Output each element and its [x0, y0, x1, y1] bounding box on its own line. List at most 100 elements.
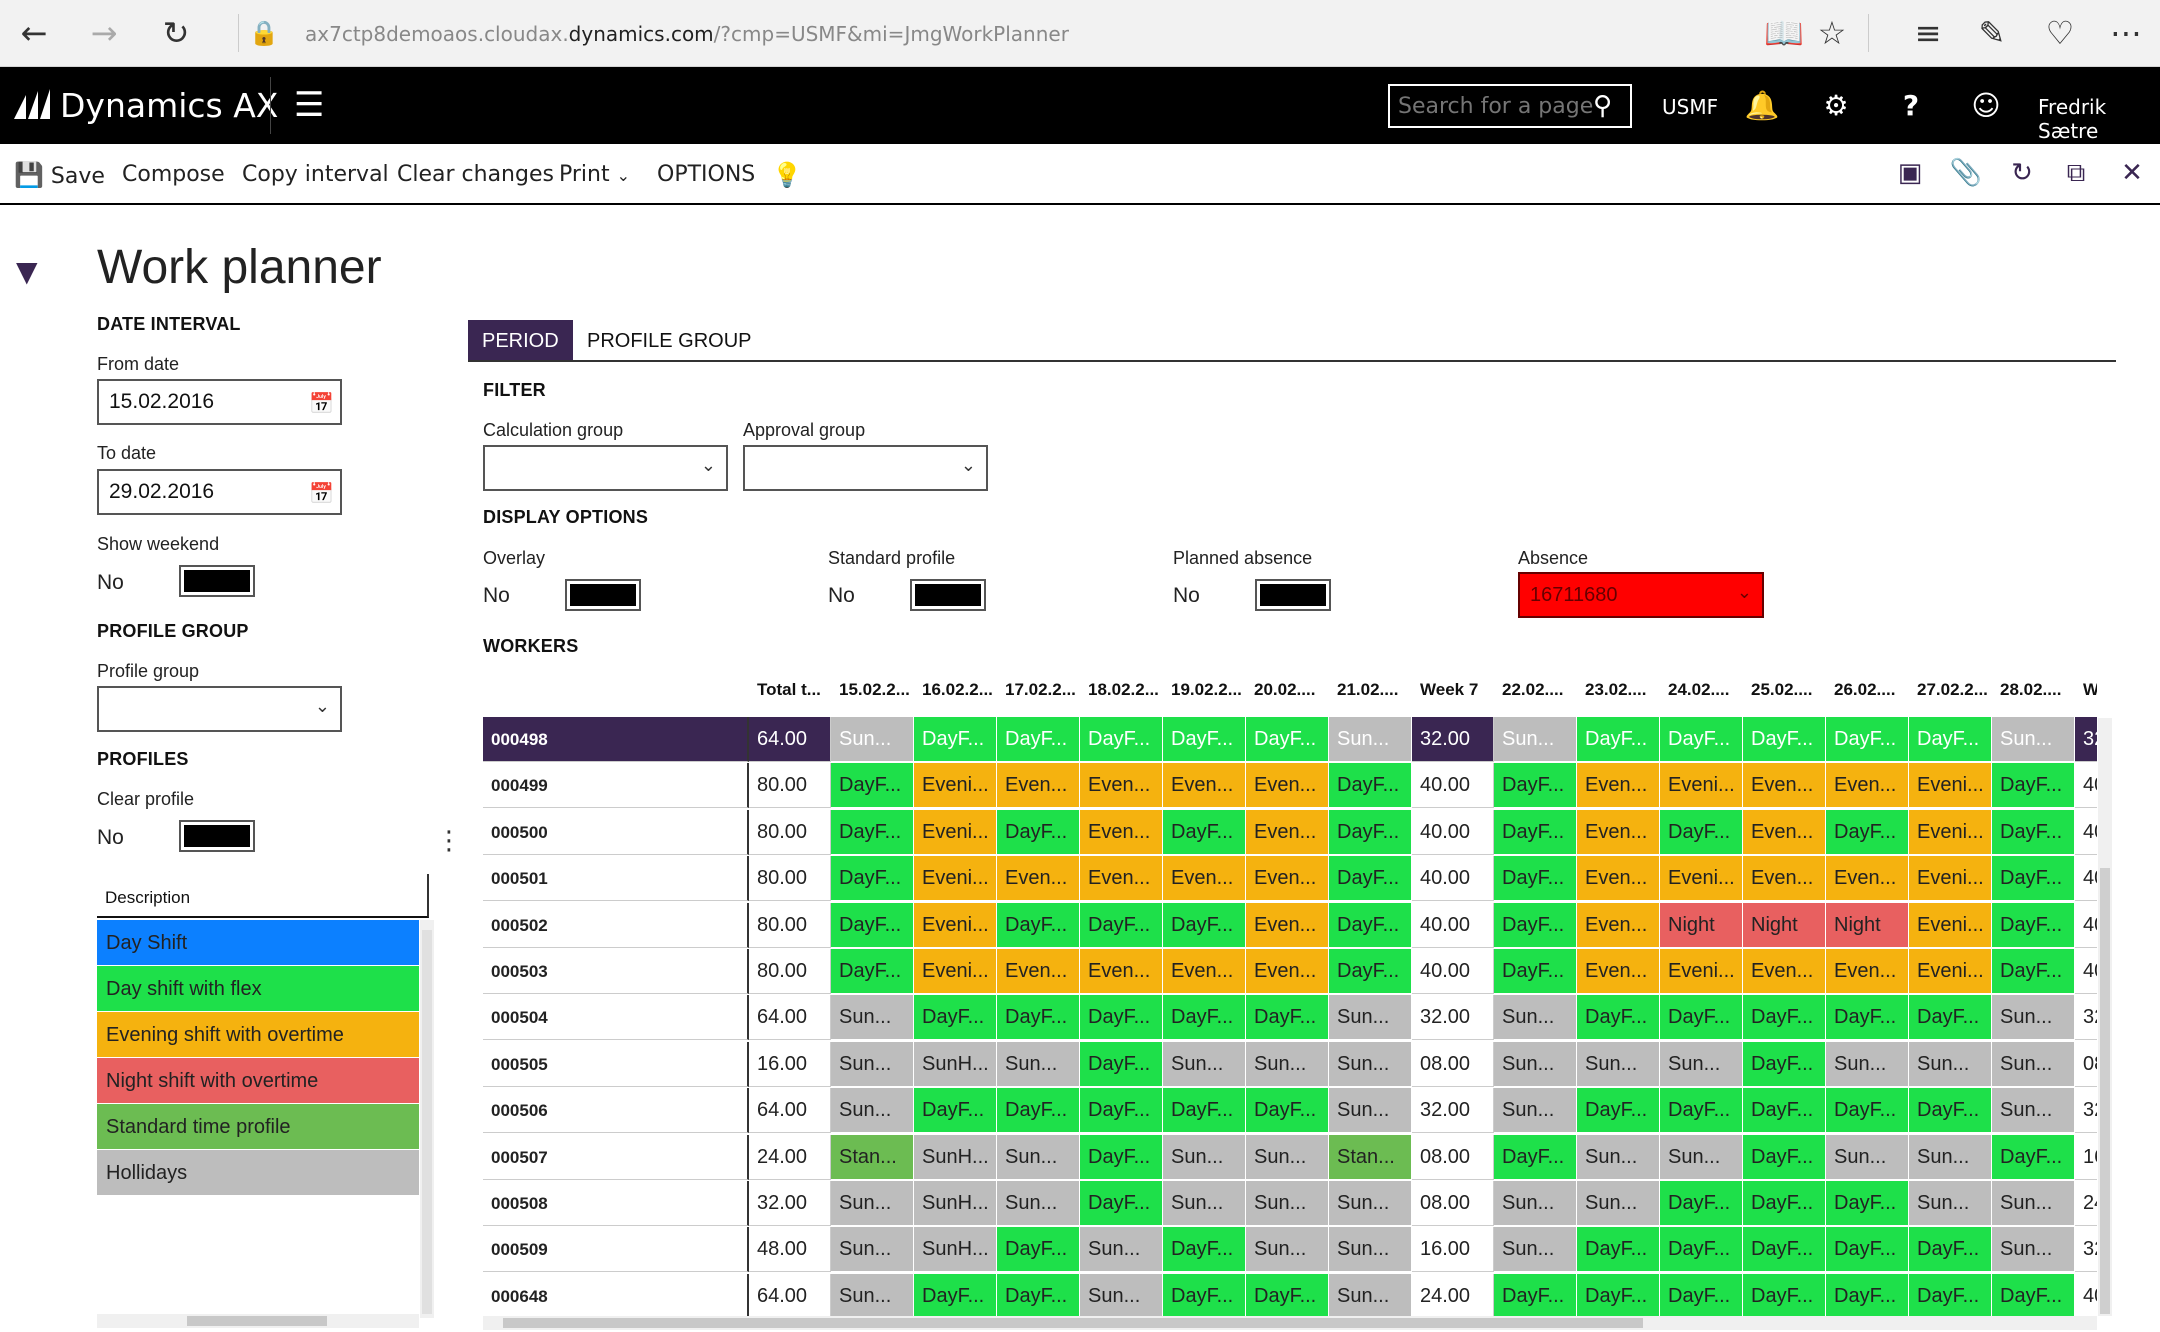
- table-row[interactable]: 000506 64.00 Sun... DayF... DayF... DayF... Da…: [483, 1088, 2097, 1134]
- tab-profile-group[interactable]: PROFILE GROUP: [587, 330, 752, 352]
- day-profile-cell[interactable]: Sun...: [1909, 1181, 1992, 1226]
- day-profile-cell[interactable]: DayF...: [1329, 949, 1412, 994]
- worker-id-cell[interactable]: 000501: [483, 856, 749, 902]
- day-profile-cell[interactable]: DayF...: [1743, 1227, 1826, 1273]
- column-header[interactable]: 25.02....: [1751, 680, 1813, 699]
- day-profile-cell[interactable]: Even...: [1080, 763, 1163, 809]
- day-profile-cell[interactable]: DayF...: [997, 717, 1080, 762]
- day-profile-cell[interactable]: Eveni...: [1909, 856, 1992, 902]
- day-profile-cell[interactable]: Sun...: [1494, 1088, 1577, 1134]
- day-profile-cell[interactable]: DayF...: [914, 1273, 997, 1319]
- day-profile-cell[interactable]: Sun...: [1329, 1181, 1412, 1226]
- profile-list-item[interactable]: Day shift with flex: [97, 966, 419, 1012]
- forward-icon[interactable]: →: [90, 14, 118, 52]
- day-profile-cell[interactable]: Sun...: [1163, 1181, 1246, 1226]
- worker-id-cell[interactable]: 000507: [483, 1134, 749, 1180]
- day-profile-cell[interactable]: DayF...: [1992, 1134, 2075, 1180]
- next-week-total-cell[interactable]: 40: [2075, 949, 2097, 994]
- day-profile-cell[interactable]: DayF...: [1577, 995, 1660, 1041]
- total-time-cell[interactable]: 80.00: [749, 809, 831, 855]
- day-profile-cell[interactable]: SunH...: [914, 1227, 997, 1273]
- worker-id-cell[interactable]: 000502: [483, 902, 749, 948]
- day-profile-cell[interactable]: Sun...: [1992, 995, 2075, 1041]
- day-profile-cell[interactable]: Sun...: [997, 1181, 1080, 1226]
- column-header[interactable]: 24.02....: [1668, 680, 1730, 699]
- day-profile-cell[interactable]: Even...: [1743, 949, 1826, 994]
- day-profile-cell[interactable]: Eveni...: [1909, 763, 1992, 809]
- day-profile-cell[interactable]: DayF...: [1080, 1041, 1163, 1087]
- day-profile-cell[interactable]: Sun...: [1246, 1227, 1329, 1273]
- day-profile-cell[interactable]: DayF...: [1826, 1181, 1909, 1226]
- day-profile-cell[interactable]: Sun...: [1826, 1134, 1909, 1180]
- total-time-cell[interactable]: 64.00: [749, 1088, 831, 1134]
- week-total-cell[interactable]: 40.00: [1412, 949, 1494, 994]
- next-week-total-cell[interactable]: 32: [2075, 1088, 2097, 1134]
- day-profile-cell[interactable]: Sun...: [1909, 1134, 1992, 1180]
- day-profile-cell[interactable]: DayF...: [1080, 1134, 1163, 1180]
- column-header[interactable]: 21.02....: [1337, 680, 1399, 699]
- day-profile-cell[interactable]: Night: [1826, 902, 1909, 948]
- description-column-header[interactable]: Description: [97, 874, 429, 918]
- day-profile-cell[interactable]: DayF...: [1909, 1088, 1992, 1134]
- close-icon[interactable]: ✕: [2121, 158, 2143, 188]
- profiles-horizontal-scrollbar[interactable]: [97, 1314, 419, 1328]
- next-week-total-cell[interactable]: 40: [2075, 1273, 2097, 1319]
- day-profile-cell[interactable]: Sun...: [831, 1181, 914, 1226]
- next-week-total-cell[interactable]: 24: [2075, 1181, 2097, 1226]
- table-row[interactable]: 000499 80.00 DayF... Eveni... Even... Even...…: [483, 763, 2097, 809]
- day-profile-cell[interactable]: DayF...: [1826, 717, 1909, 762]
- day-profile-cell[interactable]: DayF...: [1163, 1227, 1246, 1273]
- day-profile-cell[interactable]: Sun...: [997, 1134, 1080, 1180]
- day-profile-cell[interactable]: Eveni...: [1909, 809, 1992, 855]
- scroll-thumb[interactable]: [503, 1318, 1643, 1328]
- day-profile-cell[interactable]: Eveni...: [914, 949, 997, 994]
- day-profile-cell[interactable]: Sun...: [1329, 1041, 1412, 1087]
- day-profile-cell[interactable]: DayF...: [1329, 809, 1412, 855]
- total-time-cell[interactable]: 80.00: [749, 949, 831, 994]
- column-header[interactable]: 28.02....: [2000, 680, 2062, 699]
- total-time-cell[interactable]: 64.00: [749, 1273, 831, 1319]
- calculation-group-select[interactable]: ⌄: [483, 445, 728, 491]
- next-week-total-cell[interactable]: 40: [2075, 902, 2097, 948]
- day-profile-cell[interactable]: Sun...: [1246, 1181, 1329, 1226]
- planned-absence-toggle[interactable]: [1255, 579, 1331, 611]
- day-profile-cell[interactable]: Sun...: [1826, 1041, 1909, 1087]
- day-profile-cell[interactable]: DayF...: [1743, 1088, 1826, 1134]
- day-profile-cell[interactable]: DayF...: [997, 1227, 1080, 1273]
- print-menu-button[interactable]: Print ⌄: [559, 161, 630, 190]
- day-profile-cell[interactable]: DayF...: [1992, 763, 2075, 809]
- day-profile-cell[interactable]: Even...: [1246, 763, 1329, 809]
- day-profile-cell[interactable]: DayF...: [1163, 902, 1246, 948]
- week-total-cell[interactable]: 32.00: [1412, 995, 1494, 1041]
- total-time-cell[interactable]: 16.00: [749, 1041, 831, 1087]
- day-profile-cell[interactable]: Eveni...: [1660, 949, 1743, 994]
- day-profile-cell[interactable]: DayF...: [1909, 717, 1992, 762]
- day-profile-cell[interactable]: Sun...: [1909, 1041, 1992, 1087]
- day-profile-cell[interactable]: DayF...: [831, 949, 914, 994]
- total-time-cell[interactable]: 32.00: [749, 1181, 831, 1226]
- profile-list-item[interactable]: Standard time profile: [97, 1104, 419, 1150]
- day-profile-cell[interactable]: Even...: [997, 763, 1080, 809]
- day-profile-cell[interactable]: Eveni...: [1909, 902, 1992, 948]
- tab-period[interactable]: PERIOD: [468, 320, 573, 360]
- next-week-total-cell[interactable]: 32: [2075, 995, 2097, 1041]
- week-total-cell[interactable]: 08.00: [1412, 1181, 1494, 1226]
- day-profile-cell[interactable]: Eveni...: [914, 902, 997, 948]
- day-profile-cell[interactable]: DayF...: [1909, 995, 1992, 1041]
- approval-group-select[interactable]: ⌄: [743, 445, 988, 491]
- app-logo[interactable]: Dynamics AX: [14, 87, 278, 125]
- day-profile-cell[interactable]: Even...: [1577, 856, 1660, 902]
- column-header[interactable]: 20.02....: [1254, 680, 1316, 699]
- lightbulb-icon[interactable]: 💡: [772, 161, 802, 189]
- day-profile-cell[interactable]: SunH...: [914, 1041, 997, 1087]
- next-week-total-cell[interactable]: 16: [2075, 1134, 2097, 1180]
- worker-id-cell[interactable]: 000499: [483, 763, 749, 809]
- day-profile-cell[interactable]: DayF...: [831, 902, 914, 948]
- day-profile-cell[interactable]: DayF...: [1992, 856, 2075, 902]
- day-profile-cell[interactable]: Eveni...: [1660, 763, 1743, 809]
- clear-changes-button[interactable]: Clear changes: [397, 162, 554, 187]
- scroll-thumb[interactable]: [187, 1316, 327, 1326]
- column-header[interactable]: 19.02.2...: [1171, 680, 1242, 699]
- settings-gear-icon[interactable]: ⚙: [1823, 89, 1849, 122]
- day-profile-cell[interactable]: DayF...: [914, 1088, 997, 1134]
